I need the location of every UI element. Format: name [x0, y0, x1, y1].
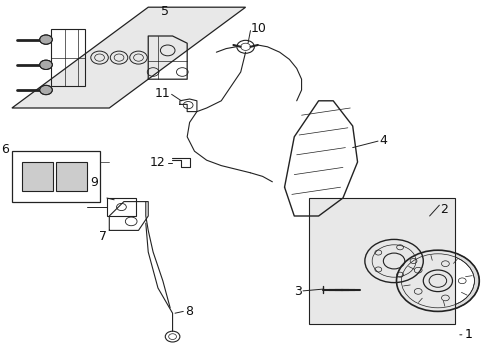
- Bar: [21, 162, 53, 191]
- Polygon shape: [12, 7, 245, 108]
- Text: 1: 1: [459, 328, 471, 341]
- Bar: [56, 162, 87, 191]
- Text: 10: 10: [250, 22, 266, 35]
- Text: 12: 12: [149, 156, 165, 168]
- Text: 7: 7: [99, 230, 107, 243]
- Text: 9: 9: [91, 176, 99, 189]
- Wedge shape: [437, 250, 478, 311]
- Text: 11: 11: [154, 87, 170, 100]
- Text: 2: 2: [439, 203, 447, 216]
- Text: 8: 8: [184, 305, 192, 318]
- Bar: [51, 29, 85, 86]
- Text: 6: 6: [1, 143, 9, 156]
- Polygon shape: [308, 198, 454, 324]
- Text: 3: 3: [293, 285, 301, 298]
- Bar: [12, 151, 100, 202]
- Circle shape: [40, 60, 52, 69]
- Circle shape: [40, 35, 52, 44]
- Text: 5: 5: [161, 5, 169, 18]
- Text: 4: 4: [379, 134, 386, 147]
- Bar: [107, 198, 136, 216]
- Circle shape: [40, 85, 52, 95]
